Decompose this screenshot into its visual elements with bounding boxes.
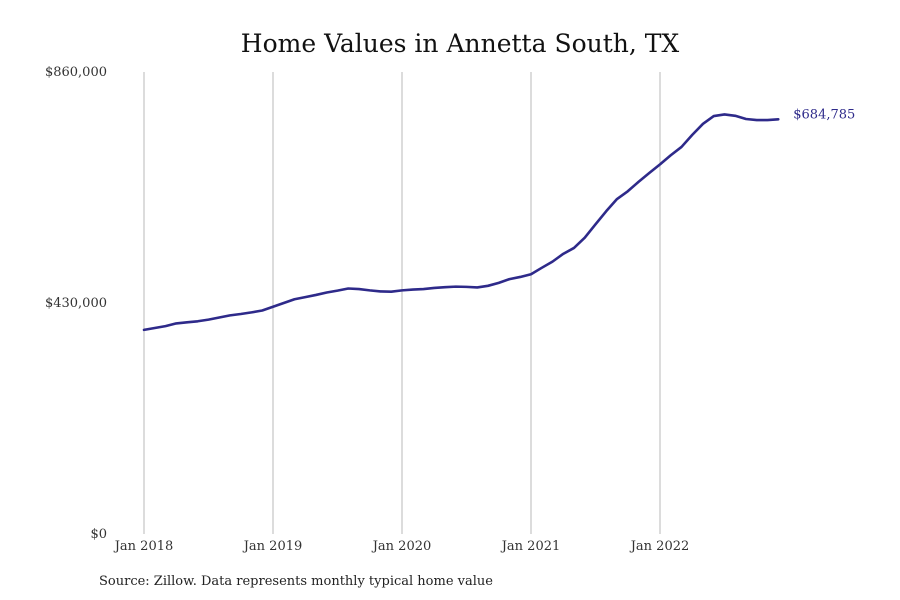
x-tick-label: Jan 2021 xyxy=(500,539,561,554)
gridlines xyxy=(143,72,661,534)
x-axis-labels: Jan 2018 Jan 2019 Jan 2020 Jan 2021 Jan 2022 xyxy=(113,539,690,554)
end-value-label: $684,785 xyxy=(793,107,855,122)
home-value-line xyxy=(142,113,780,332)
y-axis-labels: $0 $430,000 $860,000 xyxy=(45,65,107,542)
y-tick-label: $0 xyxy=(90,527,107,542)
y-tick-label: $860,000 xyxy=(45,65,107,80)
series-area: $684,785 xyxy=(142,107,855,332)
x-tick-label: Jan 2020 xyxy=(371,539,432,554)
x-tick-label: Jan 2019 xyxy=(242,539,303,554)
x-tick-label: Jan 2022 xyxy=(629,539,690,554)
source-note: Source: Zillow. Data represents monthly … xyxy=(99,574,493,589)
chart-title: Home Values in Annetta South, TX xyxy=(241,29,680,58)
y-tick-label: $430,000 xyxy=(45,296,107,311)
x-tick-label: Jan 2018 xyxy=(113,539,174,554)
